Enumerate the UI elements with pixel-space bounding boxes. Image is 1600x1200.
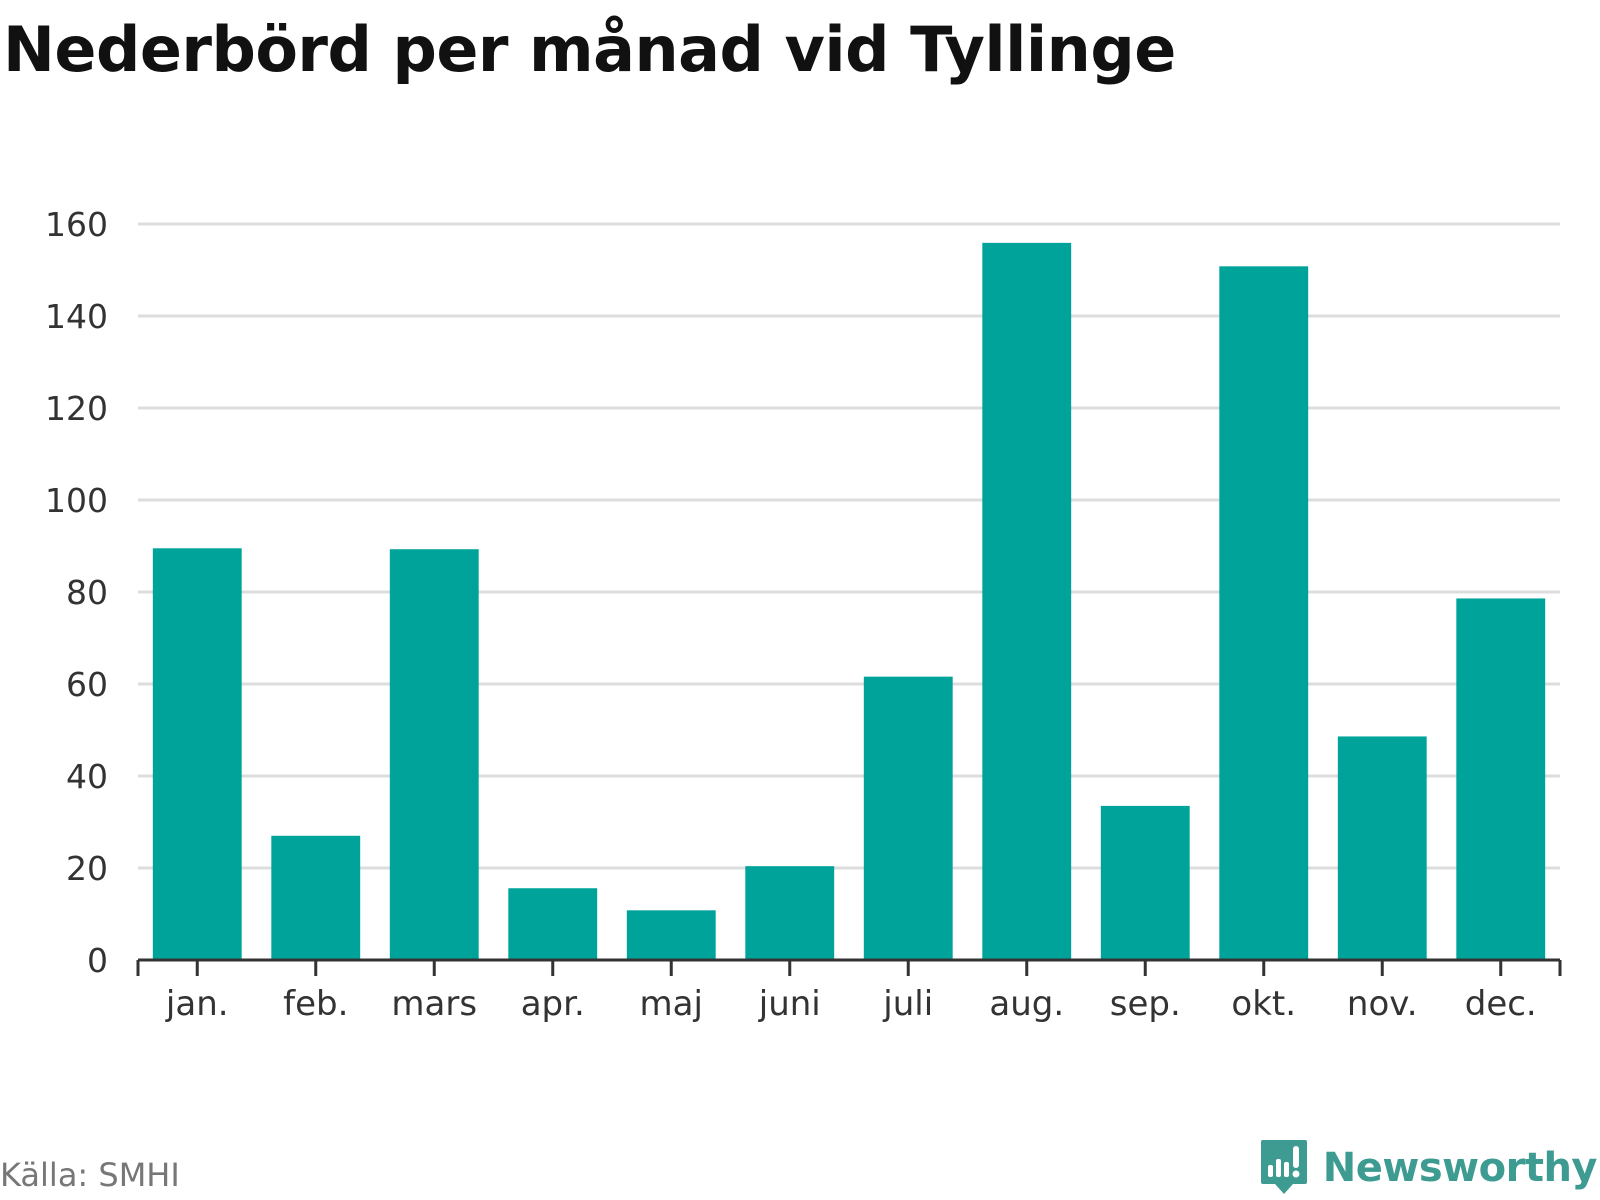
y-tick-label-140: 140	[45, 297, 108, 336]
bar-mars	[389, 549, 479, 960]
bar-apr	[508, 888, 598, 960]
bar-aug	[982, 242, 1072, 961]
bar-nov	[1337, 736, 1427, 960]
bars	[152, 242, 1546, 961]
x-axis-tick-labels: jan. feb. mars apr. maj juni juli aug. sep. okt. n…	[165, 984, 1537, 1024]
x-tick-label-dec: dec.	[1465, 984, 1537, 1024]
x-tick-label-juli: juli	[882, 984, 933, 1024]
bar-feb	[271, 835, 361, 960]
y-tick-label-120: 120	[45, 389, 108, 428]
bar-juni	[745, 866, 835, 960]
y-tick-label-20: 20	[66, 849, 108, 888]
source-note: Källa: SMHI	[0, 1156, 180, 1194]
x-tick-label-sep: sep.	[1110, 984, 1181, 1024]
chart-title: Nederbörd per månad vid Tyllinge	[3, 13, 1176, 86]
y-tick-label-160: 160	[45, 205, 108, 244]
y-tick-label-60: 60	[66, 665, 108, 704]
x-axis	[136, 958, 1562, 976]
bar-chart: 0 20 40 60 80 100 120 140 160 jan. feb. mars apr. ma…	[45, 205, 1562, 1024]
x-tick-label-aug: aug.	[989, 984, 1064, 1024]
y-tick-label-80: 80	[66, 573, 108, 612]
bar-okt	[1219, 266, 1309, 960]
bar-juli	[863, 676, 953, 960]
bar-dec	[1456, 598, 1546, 960]
y-tick-label-100: 100	[45, 481, 108, 520]
y-tick-label-40: 40	[66, 757, 108, 796]
newsworthy-logo-icon	[1260, 1140, 1307, 1194]
x-tick-label-maj: maj	[640, 984, 703, 1024]
brand-name: Newsworthy	[1322, 1145, 1598, 1191]
brand: Newsworthy	[1259, 1138, 1598, 1198]
bar-jan	[152, 548, 242, 960]
y-tick-label-0: 0	[87, 941, 108, 980]
x-tick-label-mars: mars	[391, 984, 477, 1024]
x-tick-label-nov: nov.	[1347, 984, 1418, 1024]
gridlines	[138, 222, 1560, 870]
x-tick-label-okt: okt.	[1231, 984, 1296, 1024]
x-tick-label-feb: feb.	[283, 984, 348, 1024]
x-tick-label-juni: juni	[758, 984, 821, 1024]
x-tick-label-jan: jan.	[165, 984, 229, 1024]
bar-maj	[626, 910, 716, 960]
bar-sep	[1100, 805, 1190, 960]
y-axis-tick-labels: 0 20 40 60 80 100 120 140 160	[45, 205, 108, 980]
x-tick-label-apr: apr.	[521, 984, 585, 1024]
